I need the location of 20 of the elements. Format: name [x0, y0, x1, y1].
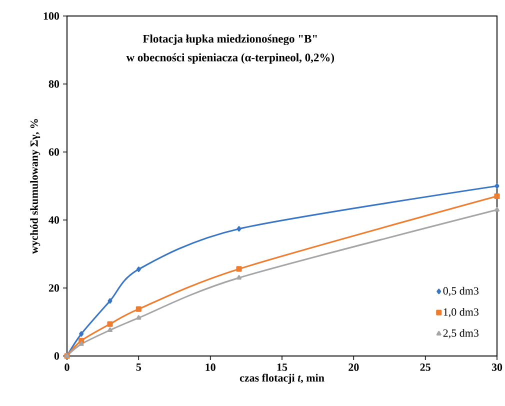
x-tick-label: 30 — [492, 364, 502, 371]
x-tick-label: 25 — [420, 364, 430, 371]
x-axis-title: czas flotacji t, min — [240, 374, 324, 384]
y-tick-label: 80 — [48, 80, 60, 88]
x-tick-label: 10 — [206, 364, 216, 371]
y-axis-title: wychód skumulowany Σγ, % — [30, 119, 40, 254]
x-tick-label: 5 — [136, 364, 142, 371]
legend-label: 0,5 dm3 — [443, 286, 479, 296]
text: w obecności spieniacza (α-terpineol, 0,2%) — [126, 53, 334, 64]
y-tick-label: 40 — [48, 216, 60, 224]
y-tick-label: 100 — [44, 12, 60, 20]
text: Flotacja łupka miedzionośnego "B" — [142, 34, 317, 46]
x-tick-label: 15 — [277, 364, 288, 371]
x-tick-label: 20 — [348, 364, 359, 371]
legend-label: 2,5 dm3 — [443, 329, 479, 338]
y-tick-label: 0 — [54, 352, 60, 360]
y-tick-label: 20 — [48, 284, 60, 292]
x-tick-label: 0 — [64, 364, 70, 371]
legend-label: 1,0 dm3 — [444, 308, 479, 318]
y-tick-label: 60 — [48, 148, 60, 156]
